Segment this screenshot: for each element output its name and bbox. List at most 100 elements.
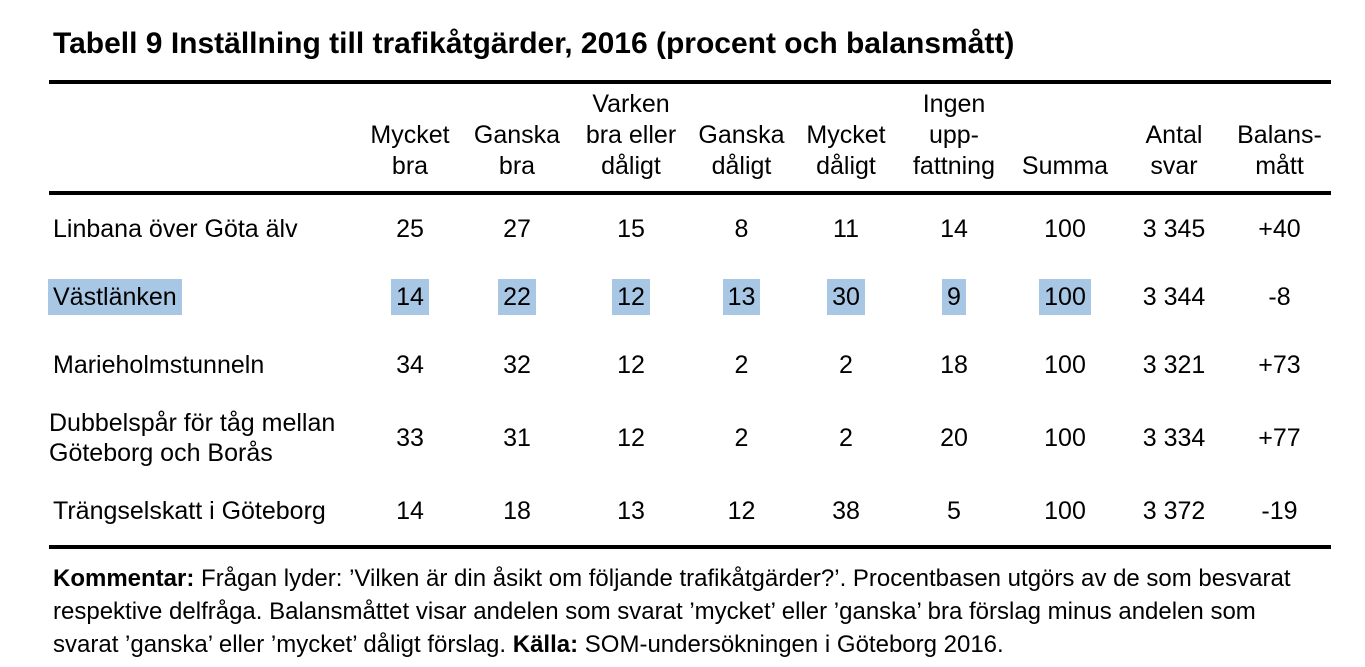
header-antal-svar: Antal svar [1120, 82, 1228, 195]
table-title: Tabell 9 Inställning till trafikåtgärder… [53, 27, 1015, 60]
cell-value: 12 [617, 424, 645, 452]
cell: 25 [359, 193, 461, 263]
cell-value: +77 [1258, 424, 1301, 452]
cell-value: 3 334 [1142, 424, 1206, 452]
row-label: Västlänken [48, 279, 182, 315]
source-label: Källa: [512, 631, 579, 658]
row-label: Trängselskatt i Göteborg [53, 497, 326, 525]
cell-value: +40 [1258, 215, 1301, 243]
cell-value: 22 [498, 279, 536, 315]
cell: 3 372 [1120, 477, 1228, 547]
cell: 33 [359, 399, 461, 477]
cell-value: 14 [396, 497, 424, 525]
cell: 100 [1010, 477, 1120, 547]
cell-value: -19 [1261, 497, 1298, 525]
header-empty [49, 82, 359, 195]
cell-value: 100 [1044, 424, 1086, 452]
cell: 12 [573, 331, 689, 399]
row-label: Linbana över Göta älv [53, 215, 298, 243]
cell: 2 [689, 399, 794, 477]
cell: 13 [573, 477, 689, 547]
cell: -19 [1228, 477, 1331, 547]
cell: 18 [898, 331, 1010, 399]
comment-text: Frågan lyder: ’Vilken är din åsikt om fö… [53, 565, 1291, 658]
cell: 20 [898, 399, 1010, 477]
cell-value: 2 [734, 424, 749, 452]
cell: 12 [573, 399, 689, 477]
cell: Västlänken [48, 263, 359, 331]
cell-value: +73 [1258, 351, 1301, 379]
cell: 12 [689, 477, 794, 547]
cell-value: 15 [617, 215, 645, 243]
cell-value: 5 [947, 497, 961, 525]
header-varken-bra-eller-daligt: Varken bra eller dåligt [573, 82, 689, 195]
header-ingen-uppfattning: Ingen upp- fattning [898, 82, 1010, 195]
cell-value: 12 [612, 279, 650, 315]
header-ganska-daligt: Ganska dåligt [689, 82, 794, 195]
cell-value: 100 [1039, 279, 1091, 315]
header-mycket-bra: Mycket bra [359, 82, 461, 195]
cell: 100 [1010, 331, 1120, 399]
cell-value: 12 [617, 351, 645, 379]
cell: 100 [1010, 399, 1120, 477]
cell: 38 [794, 477, 898, 547]
cell-value: 25 [396, 215, 424, 243]
cell-value: 11 [833, 215, 859, 243]
cell: Marieholmstunneln [49, 331, 359, 399]
table-row-marieholmstunneln: Marieholmstunneln 34 32 12 2 2 18 100 3 … [49, 331, 1331, 399]
comment-label: Kommentar: [53, 565, 195, 592]
cell: 34 [359, 331, 461, 399]
cell: 3 321 [1120, 331, 1228, 399]
header-mycket-daligt: Mycket dåligt [794, 82, 898, 195]
cell: +73 [1228, 331, 1331, 399]
cell-value: 32 [503, 351, 531, 379]
cell: 14 [359, 263, 461, 331]
cell-value: 18 [503, 497, 531, 525]
cell: 3 344 [1120, 263, 1228, 331]
header-summa: Summa [1010, 82, 1120, 195]
cell: 14 [898, 193, 1010, 263]
cell: 11 [794, 193, 898, 263]
cell-value: 31 [503, 424, 531, 452]
cell: +77 [1228, 399, 1331, 477]
cell: 9 [898, 263, 1010, 331]
table-row-linbana: Linbana över Göta älv 25 27 15 8 11 14 1… [49, 193, 1331, 263]
cell-value: 14 [940, 215, 968, 243]
header-ganska-bra: Ganska bra [461, 82, 573, 195]
row-label: Marieholmstunneln [53, 351, 265, 379]
cell: 31 [461, 399, 573, 477]
cell-value: 38 [832, 497, 860, 525]
cell: 5 [898, 477, 1010, 547]
cell-value: 100 [1044, 497, 1086, 525]
cell: +40 [1228, 193, 1331, 263]
cell: 30 [794, 263, 898, 331]
cell-value: 2 [839, 351, 853, 379]
cell: 32 [461, 331, 573, 399]
cell-value: 3 344 [1142, 283, 1206, 311]
source-text: SOM-undersökningen i Göteborg 2016. [578, 631, 1004, 658]
cell: Linbana över Göta älv [49, 193, 359, 263]
cell: 27 [461, 193, 573, 263]
header-balansmatt: Balans- mått [1228, 82, 1331, 195]
row-label: Dubbelspår för tåg mellan Göteborg och B… [49, 409, 336, 467]
cell: 13 [689, 263, 794, 331]
cell: 18 [461, 477, 573, 547]
cell-value: 100 [1044, 351, 1086, 379]
cell-value: 14 [391, 279, 429, 315]
table-row-dubbelspar: Dubbelspår för tåg mellan Göteborg och B… [49, 399, 1331, 477]
cell-value: 3 372 [1142, 497, 1206, 525]
cell: 100 [1010, 193, 1120, 263]
cell-value: 13 [722, 279, 761, 315]
cell: -8 [1228, 263, 1331, 331]
cell: 22 [461, 263, 573, 331]
data-table: Mycket bra Ganska bra Varken bra eller d… [48, 80, 1331, 549]
cell: Trängselskatt i Göteborg [49, 477, 359, 547]
cell-value: 33 [396, 424, 424, 452]
cell-value: 9 [942, 279, 966, 315]
cell-value: 12 [727, 497, 756, 525]
cell-value: 13 [617, 497, 645, 525]
cell-value: 30 [827, 279, 865, 315]
cell: 14 [359, 477, 461, 547]
cell: Dubbelspår för tåg mellan Göteborg och B… [49, 399, 359, 477]
